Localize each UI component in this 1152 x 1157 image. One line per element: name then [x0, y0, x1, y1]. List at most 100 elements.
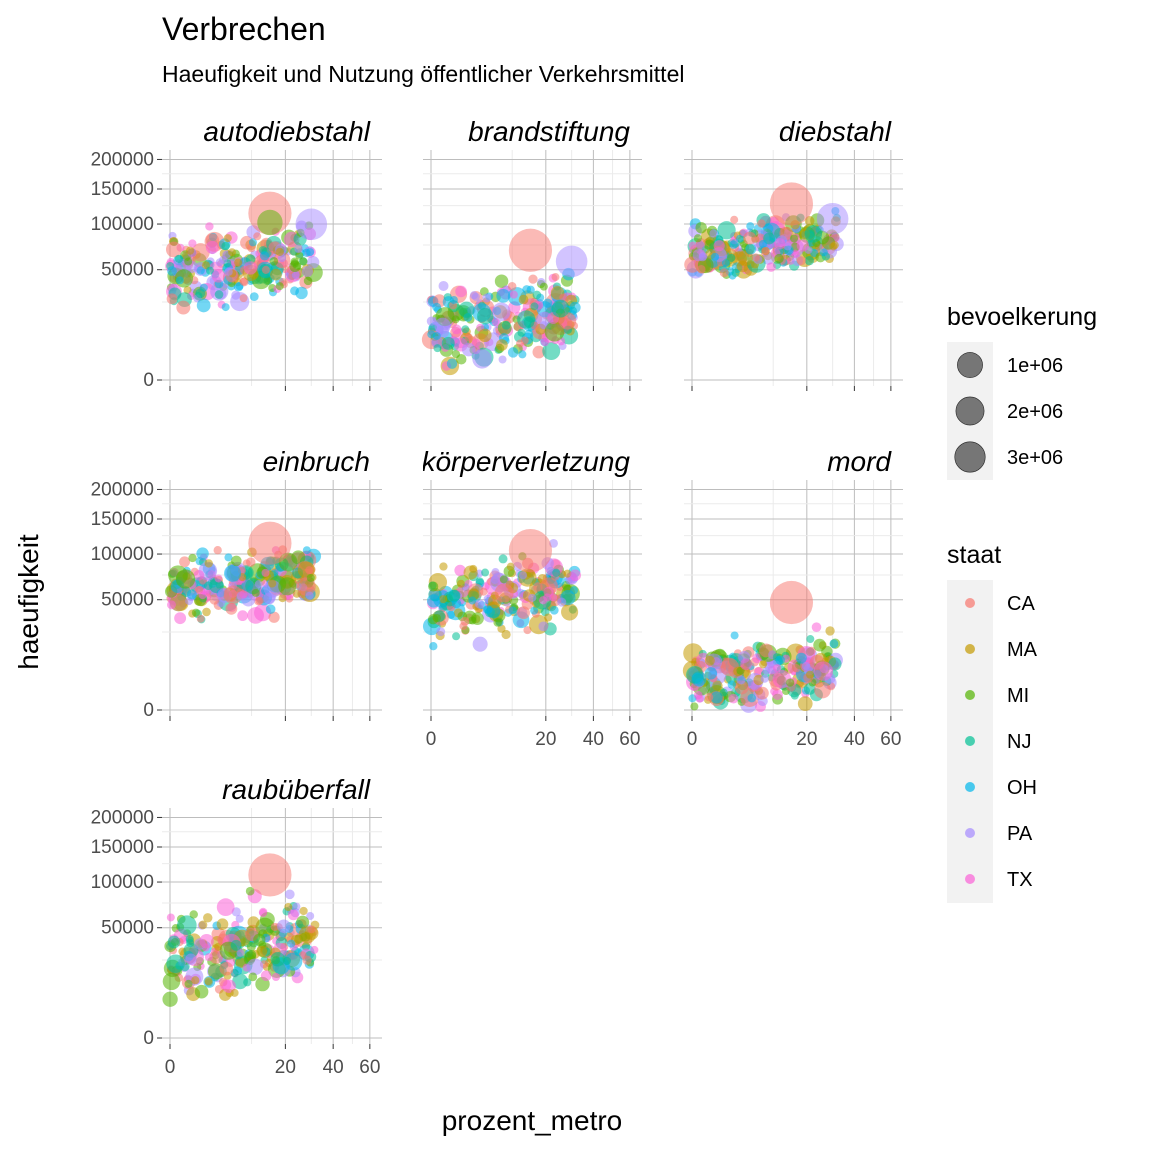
color-legend-swatch — [965, 874, 975, 884]
data-point — [291, 270, 300, 280]
data-point — [721, 258, 730, 267]
data-point — [260, 970, 272, 982]
x-tick-label: 0 — [165, 1057, 176, 1078]
x-tick-label: 60 — [359, 1057, 380, 1078]
data-point — [469, 564, 478, 573]
data-point — [530, 302, 539, 311]
data-point-large — [295, 208, 328, 241]
data-point — [464, 333, 473, 342]
data-point — [306, 248, 315, 257]
data-point — [542, 342, 561, 361]
data-point — [214, 290, 224, 299]
data-point — [202, 607, 211, 617]
data-point — [166, 293, 178, 305]
data-point — [690, 702, 699, 711]
data-point-large — [816, 202, 849, 235]
data-point — [191, 976, 200, 985]
data-point — [233, 282, 244, 292]
data-point — [727, 253, 736, 262]
data-point — [256, 945, 268, 957]
data-point — [491, 302, 511, 322]
data-point — [426, 594, 441, 608]
data-point — [786, 678, 795, 687]
y-tick-label: 0 — [143, 1028, 154, 1049]
data-point — [814, 681, 831, 699]
data-point — [295, 286, 308, 300]
data-point — [735, 234, 744, 243]
x-tick-label: 40 — [583, 729, 604, 750]
data-point-large — [508, 228, 553, 272]
data-point — [458, 301, 475, 318]
data-point — [239, 294, 248, 303]
facet-panel: mord 0 20 40 60 — [682, 446, 903, 750]
data-point — [231, 555, 242, 567]
data-point — [498, 554, 508, 564]
data-point — [528, 274, 538, 284]
data-point — [179, 556, 191, 568]
data-point — [428, 581, 439, 592]
data-point — [456, 579, 465, 588]
data-point — [523, 626, 532, 635]
y-tick-label: 150000 — [91, 179, 154, 200]
data-point — [494, 583, 514, 603]
data-point — [162, 972, 181, 991]
color-legend-swatch — [965, 598, 975, 608]
data-point — [275, 282, 284, 291]
data-point — [216, 898, 235, 917]
data-point — [719, 268, 729, 278]
data-point — [186, 589, 197, 600]
data-point — [518, 350, 527, 359]
data-point — [302, 955, 312, 965]
data-point — [456, 354, 467, 365]
data-point — [796, 239, 809, 252]
data-point — [482, 293, 492, 303]
data-point — [253, 933, 266, 946]
data-point — [464, 579, 473, 588]
data-point — [569, 569, 582, 582]
facet-panel: diebstahl — [684, 116, 903, 391]
data-point — [491, 318, 500, 327]
data-point — [727, 680, 737, 689]
data-point — [752, 653, 762, 664]
data-point — [436, 627, 446, 637]
data-point — [198, 920, 208, 930]
data-point — [306, 912, 315, 921]
data-point — [204, 559, 213, 568]
data-point — [533, 582, 543, 592]
points-autodiebstahl — [165, 191, 328, 315]
data-point — [175, 276, 184, 285]
data-point — [544, 613, 553, 622]
y-tick-label: 200000 — [91, 149, 154, 170]
data-point — [162, 991, 178, 1007]
x-tick-label: 20 — [535, 729, 556, 750]
data-point — [499, 575, 508, 584]
data-point — [193, 569, 205, 581]
data-point — [819, 248, 828, 257]
data-point — [762, 666, 771, 675]
color-legend-title: staat — [947, 541, 1001, 569]
data-point — [289, 260, 301, 272]
data-point — [740, 658, 752, 671]
data-point — [461, 342, 476, 357]
color-legend-swatch — [965, 690, 975, 700]
data-point — [518, 294, 529, 305]
data-point — [245, 557, 256, 567]
data-point — [494, 274, 509, 288]
data-point — [270, 268, 282, 281]
data-point — [542, 298, 553, 308]
data-point — [693, 234, 702, 243]
data-point — [760, 674, 769, 683]
data-point — [237, 610, 248, 622]
data-point — [219, 961, 234, 976]
data-point — [517, 328, 526, 337]
data-point — [756, 686, 769, 700]
data-point — [761, 246, 770, 255]
size-legend-title: bevoelkerung — [947, 303, 1097, 331]
data-point — [539, 596, 548, 605]
data-point — [774, 253, 784, 264]
data-point — [783, 242, 792, 251]
data-point — [520, 336, 529, 345]
data-point — [204, 953, 213, 962]
points-körperverletzung — [422, 529, 582, 652]
data-point — [224, 267, 233, 276]
